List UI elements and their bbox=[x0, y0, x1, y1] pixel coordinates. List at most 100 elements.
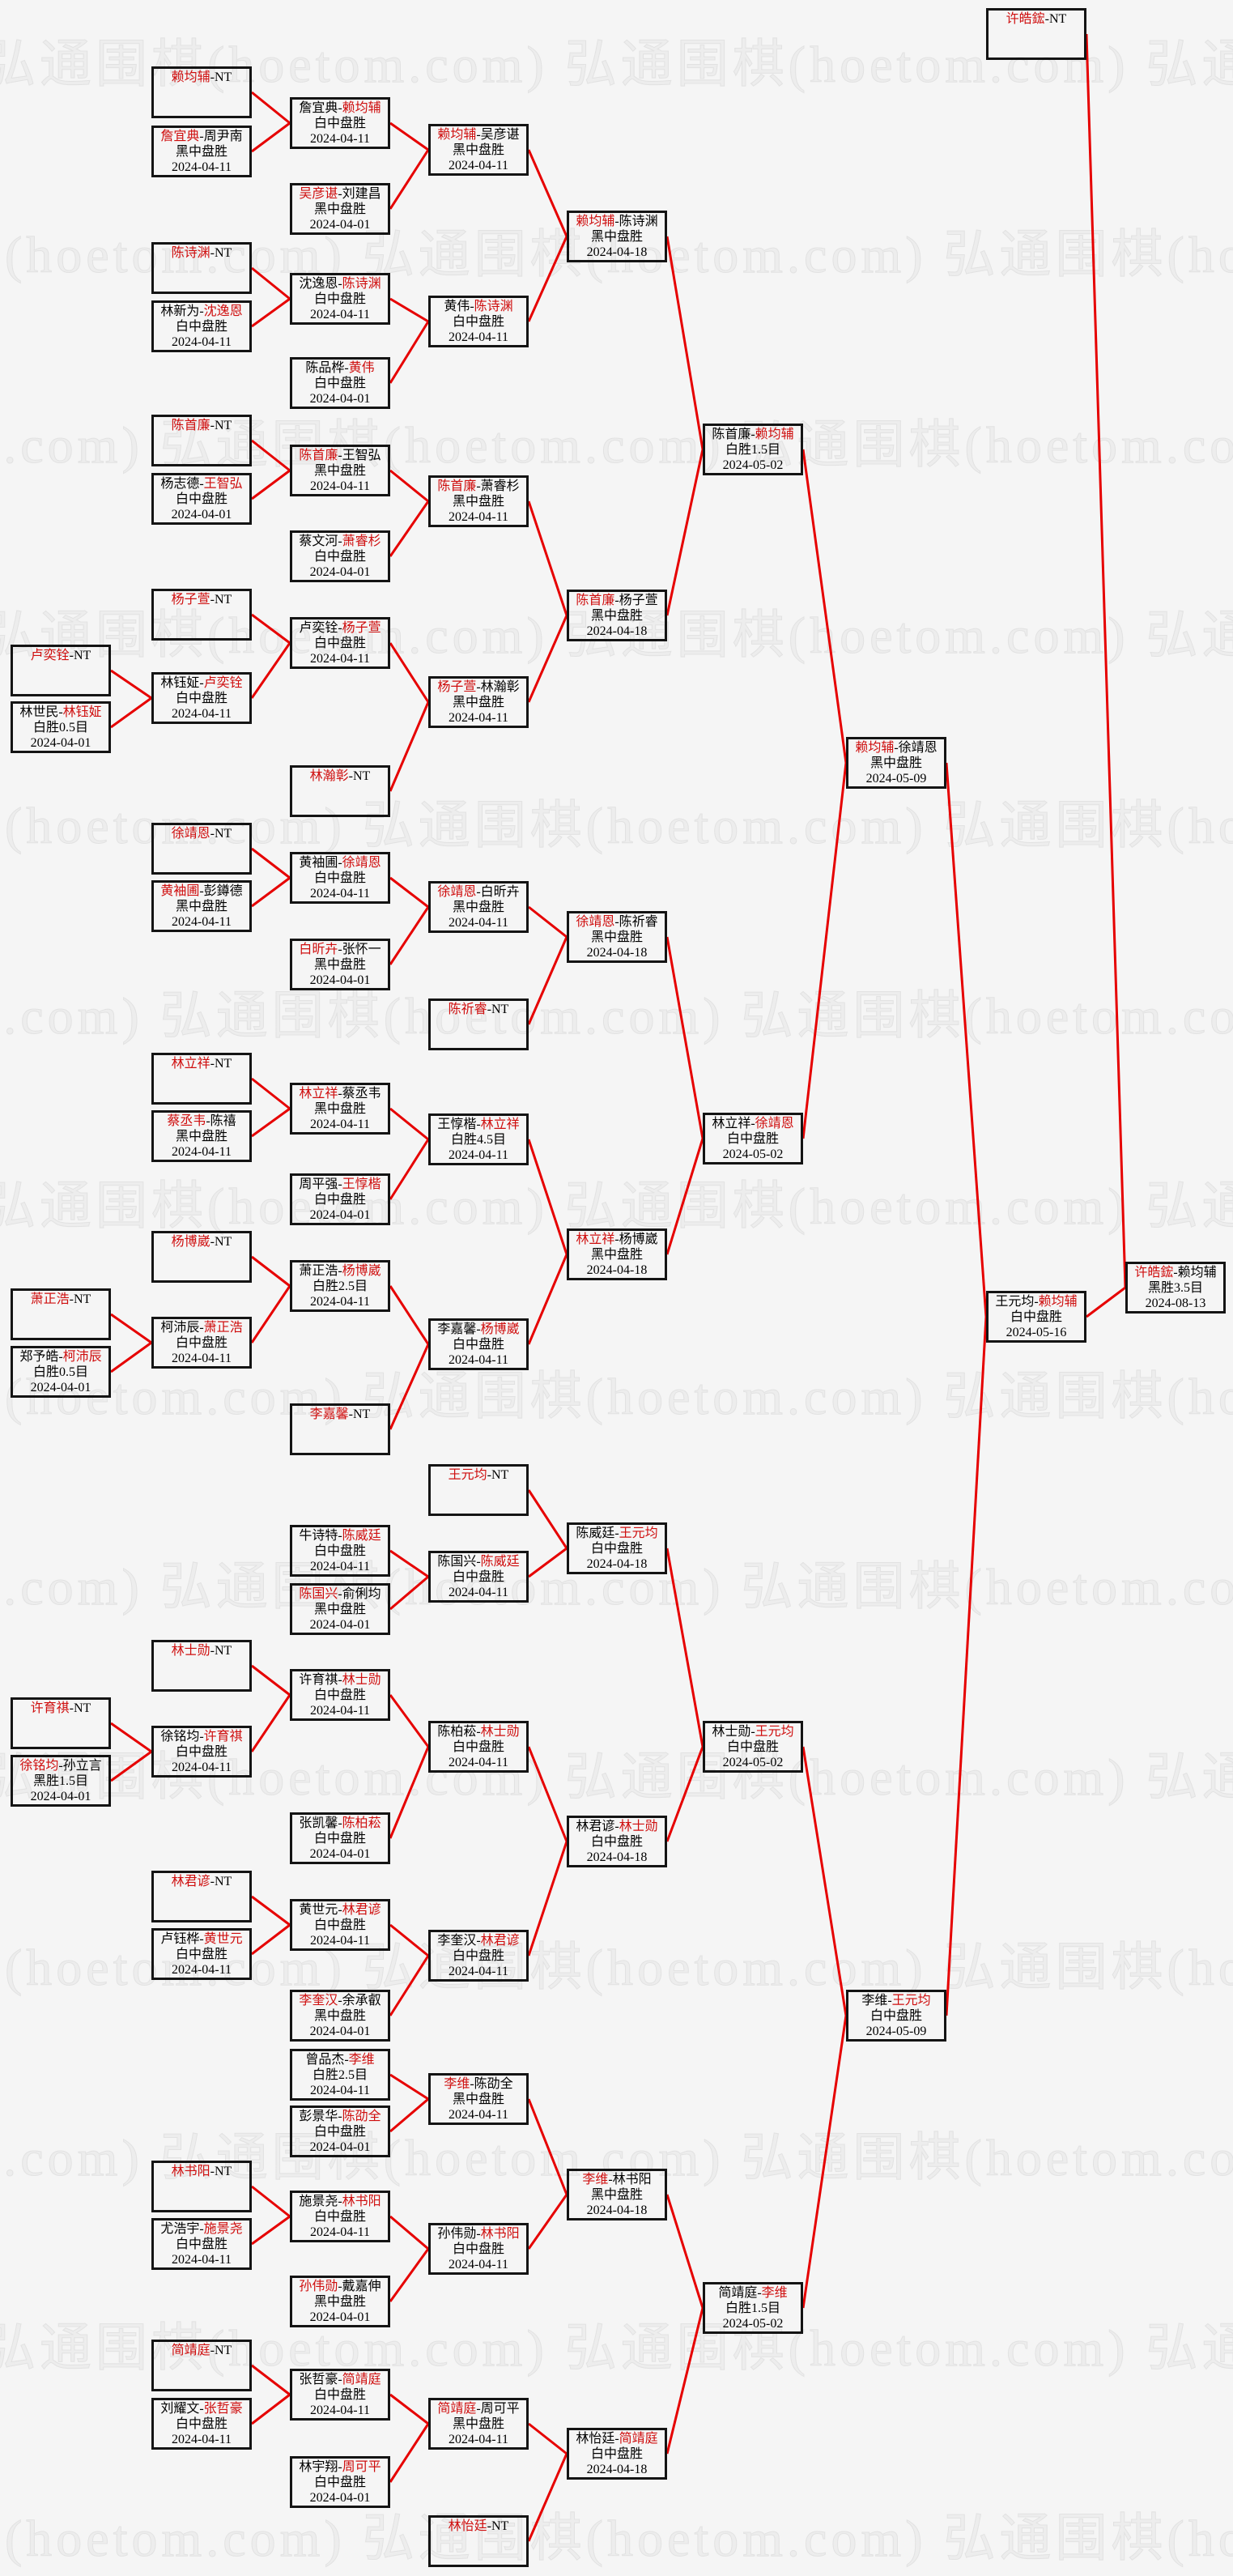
match-box[interactable]: 陈国兴-俞俐均 黑中盘胜 2024-04-01 bbox=[290, 1583, 390, 1635]
match-box[interactable]: 卢钰桦-黄世元 白中盘胜 2024-04-11 bbox=[151, 1928, 252, 1980]
match-box[interactable]: 李维-陈劭全 黑中盘胜 2024-04-11 bbox=[428, 2073, 529, 2125]
match-box[interactable]: 简靖庭-周可平 黑中盘胜 2024-04-11 bbox=[428, 2398, 529, 2450]
match-box[interactable]: 黄伟-陈诗渊 白中盘胜 2024-04-11 bbox=[428, 296, 529, 347]
match-box[interactable]: 杨子萱-林瀚彰 黑中盘胜 2024-04-11 bbox=[428, 676, 529, 728]
match-box[interactable]: 赖均辅-吴彦谌 黑中盘胜 2024-04-11 bbox=[428, 124, 529, 176]
match-box[interactable]: 王元均-赖均辅 白中盘胜 2024-05-16 bbox=[986, 1291, 1086, 1343]
result-text: 黑中盘胜 bbox=[313, 1603, 366, 1616]
match-box[interactable]: 赖均辅-徐靖恩 黑中盘胜 2024-05-09 bbox=[846, 737, 946, 789]
match-box[interactable]: 陈首廉-杨子萱 黑中盘胜 2024-04-18 bbox=[567, 590, 667, 641]
match-box[interactable]: 陈国兴-陈威廷 白中盘胜 2024-04-11 bbox=[428, 1551, 529, 1603]
match-box[interactable]: 林宇翔-周可平 白中盘胜 2024-04-01 bbox=[290, 2456, 390, 2508]
match-box[interactable]: 柯沛辰-萧正浩 白中盘胜 2024-04-11 bbox=[151, 1317, 252, 1369]
match-date: 2024-04-01 bbox=[309, 2310, 371, 2324]
match-box[interactable]: 陈品桦-黄伟 白中盘胜 2024-04-01 bbox=[290, 357, 390, 409]
match-box[interactable]: 许育祺-林士勋 白中盘胜 2024-04-11 bbox=[290, 1669, 390, 1721]
players-line: 陈首廉-赖均辅 bbox=[705, 427, 801, 442]
match-box[interactable]: 李维-王元均 白中盘胜 2024-05-09 bbox=[846, 1990, 946, 2042]
vs-dash: - bbox=[344, 361, 349, 375]
match-box[interactable]: 李嘉馨-杨博崴 白中盘胜 2024-04-11 bbox=[428, 1318, 529, 1370]
players-line: 周平强-王惇楷 bbox=[292, 1177, 388, 1192]
vs-dash: - bbox=[210, 246, 215, 260]
match-box[interactable]: 卢奕铨-杨子萱 白中盘胜 2024-04-11 bbox=[290, 617, 390, 669]
match-date: 2024-04-01 bbox=[309, 1208, 371, 1222]
match-box[interactable]: 蔡丞韦-陈禧 黑中盘胜 2024-04-11 bbox=[151, 1110, 252, 1162]
match-box[interactable]: 徐铭均-许育祺 白中盘胜 2024-04-11 bbox=[151, 1726, 252, 1778]
match-box[interactable]: 蔡文河-萧睿杉 白中盘胜 2024-04-01 bbox=[290, 530, 390, 582]
player1-name: 陈首廉 bbox=[712, 428, 751, 441]
match-date: 2024-04-11 bbox=[448, 2433, 509, 2446]
match-box[interactable]: 李奎汉-林君谚 白中盘胜 2024-04-11 bbox=[428, 1930, 529, 1982]
connector-line bbox=[251, 2393, 291, 2425]
match-box[interactable]: 林君谚-林士勋 白中盘胜 2024-04-18 bbox=[567, 1816, 667, 1867]
watermark-text: 弘通围棋(hoetom.com) 弘通围棋(hoetom.com) 弘通围棋(h… bbox=[0, 987, 1233, 1045]
players-line: 林怡廷-简靖庭 bbox=[569, 2431, 665, 2446]
player1-name: 徐靖恩 bbox=[576, 915, 615, 929]
match-box[interactable]: 施景尧-林书阳 白中盘胜 2024-04-11 bbox=[290, 2191, 390, 2242]
result-text: 白中盘胜 bbox=[175, 692, 227, 705]
match-box[interactable]: 徐靖恩-白昕卉 黑中盘胜 2024-04-11 bbox=[428, 881, 529, 933]
match-box[interactable]: 曾品杰-李维 白胜2.5目 2024-04-11 bbox=[290, 2049, 390, 2101]
match-date: 2024-04-01 bbox=[309, 2025, 371, 2038]
match-box[interactable]: 吴彦谌-刘建昌 黑中盘胜 2024-04-01 bbox=[290, 183, 390, 235]
match-box[interactable]: 郑予皓-柯沛辰 白胜0.5目 2024-04-01 bbox=[11, 1346, 111, 1398]
match-box[interactable]: 黄袖圃-彭鐏德 黑中盘胜 2024-04-11 bbox=[151, 880, 252, 932]
match-box[interactable]: 刘耀文-张哲豪 白中盘胜 2024-04-11 bbox=[151, 2398, 252, 2450]
match-box[interactable]: 牛诗特-陈威廷 白中盘胜 2024-04-11 bbox=[290, 1525, 390, 1577]
match-box[interactable]: 黄袖圃-徐靖恩 白中盘胜 2024-04-11 bbox=[290, 852, 390, 904]
match-box[interactable]: 陈威廷-王元均 白中盘胜 2024-04-18 bbox=[567, 1522, 667, 1574]
match-box[interactable]: 徐铭均-孙立言 黑胜1.5目 2024-04-01 bbox=[11, 1755, 111, 1807]
match-box[interactable]: 林新为-沈逸恩 白中盘胜 2024-04-11 bbox=[151, 300, 252, 352]
match-box[interactable]: 詹宜典-周尹南 黑中盘胜 2024-04-11 bbox=[151, 126, 252, 177]
vs-dash: - bbox=[338, 1177, 342, 1191]
match-box[interactable]: 林立祥-杨博崴 黑中盘胜 2024-04-18 bbox=[567, 1228, 667, 1280]
match-box[interactable]: 林士勋-王元均 白中盘胜 2024-05-02 bbox=[703, 1721, 803, 1773]
match-box[interactable]: 许皓鋐-赖均辅 黑胜3.5目 2024-08-13 bbox=[1125, 1262, 1226, 1314]
match-box[interactable]: 詹宜典-赖均辅 白中盘胜 2024-04-11 bbox=[290, 97, 390, 149]
match-box[interactable]: 林钰姃-卢奕铨 白中盘胜 2024-04-11 bbox=[151, 672, 252, 724]
player2-name: 林书阳 bbox=[612, 2173, 652, 2186]
match-date: 2024-04-11 bbox=[171, 2433, 232, 2446]
match-box[interactable]: 孙伟勋-林书阳 白中盘胜 2024-04-11 bbox=[428, 2223, 529, 2275]
match-box[interactable]: 林立祥-蔡丞韦 黑中盘胜 2024-04-11 bbox=[290, 1083, 390, 1135]
result-text: 白胜1.5目 bbox=[725, 443, 780, 457]
match-box[interactable]: 陈首廉-王智弘 黑中盘胜 2024-04-11 bbox=[290, 445, 390, 496]
match-box[interactable]: 萧正浩-杨博崴 白胜2.5目 2024-04-11 bbox=[290, 1260, 390, 1312]
player1-name: 黄世元 bbox=[299, 1903, 338, 1917]
match-box[interactable]: 彭景华-陈劭全 白中盘胜 2024-04-01 bbox=[290, 2106, 390, 2157]
match-date: 2024-05-02 bbox=[722, 458, 784, 472]
match-box[interactable]: 陈柏菘-林士勋 白中盘胜 2024-04-11 bbox=[428, 1721, 529, 1773]
connector-line bbox=[665, 936, 704, 1139]
player1-name: 林书阳 bbox=[171, 2165, 210, 2178]
result-text: 白胜2.5目 bbox=[312, 1279, 368, 1293]
players-line: 简靖庭-NT bbox=[154, 2343, 249, 2358]
match-box[interactable]: 黄世元-林君谚 白中盘胜 2024-04-11 bbox=[290, 1899, 390, 1951]
match-box[interactable]: 李奎汉-余承叡 黑中盘胜 2024-04-01 bbox=[290, 1990, 390, 2042]
player2-name: 沈逸恩 bbox=[203, 304, 243, 318]
match-box[interactable]: 李维-林书阳 黑中盘胜 2024-04-18 bbox=[567, 2169, 667, 2220]
match-box[interactable]: 沈逸恩-陈诗渊 白中盘胜 2024-04-11 bbox=[290, 273, 390, 325]
match-box[interactable]: 陈首廉-萧睿杉 黑中盘胜 2024-04-11 bbox=[428, 475, 529, 527]
players-line: 王元均-NT bbox=[431, 1467, 526, 1483]
match-box[interactable]: 徐靖恩-陈祈睿 黑中盘胜 2024-04-18 bbox=[567, 911, 667, 963]
match-box[interactable]: 王惇楷-林立祥 白胜4.5目 2024-04-11 bbox=[428, 1113, 529, 1165]
match-box[interactable]: 孙伟勋-戴嘉伸 黑中盘胜 2024-04-01 bbox=[290, 2276, 390, 2327]
match-box[interactable]: 尤浩宇-施景尧 白中盘胜 2024-04-11 bbox=[151, 2218, 252, 2270]
match-box[interactable]: 白昕卉-张怀一 黑中盘胜 2024-04-01 bbox=[290, 939, 390, 990]
vs-dash: - bbox=[338, 621, 342, 635]
player2-name: 杨博崴 bbox=[342, 1264, 381, 1278]
match-box[interactable]: 杨志德-王智弘 白中盘胜 2024-04-01 bbox=[151, 473, 252, 525]
match-box[interactable]: 周平强-王惇楷 白中盘胜 2024-04-01 bbox=[290, 1173, 390, 1225]
match-box[interactable]: 林世民-林钰姃 白胜0.5目 2024-04-01 bbox=[11, 701, 111, 753]
connector-line bbox=[251, 439, 291, 472]
match-box[interactable]: 张哲豪-简靖庭 白中盘胜 2024-04-11 bbox=[290, 2369, 390, 2421]
match-box[interactable]: 陈首廉-赖均辅 白胜1.5目 2024-05-02 bbox=[703, 424, 803, 475]
match-box[interactable]: 赖均辅-陈诗渊 黑中盘胜 2024-04-18 bbox=[567, 211, 667, 262]
players-line: 李维-王元均 bbox=[848, 1993, 944, 2008]
match-date: 2024-05-16 bbox=[1006, 1326, 1067, 1339]
players-line: 林新为-沈逸恩 bbox=[154, 304, 249, 319]
match-box[interactable]: 张凯馨-陈柏菘 白中盘胜 2024-04-01 bbox=[290, 1812, 390, 1864]
match-box[interactable]: 林怡廷-简靖庭 白中盘胜 2024-04-18 bbox=[567, 2428, 667, 2480]
match-box[interactable]: 简靖庭-李维 白胜1.5目 2024-05-02 bbox=[703, 2282, 803, 2334]
match-box[interactable]: 林立祥-徐靖恩 白中盘胜 2024-05-02 bbox=[703, 1113, 803, 1165]
